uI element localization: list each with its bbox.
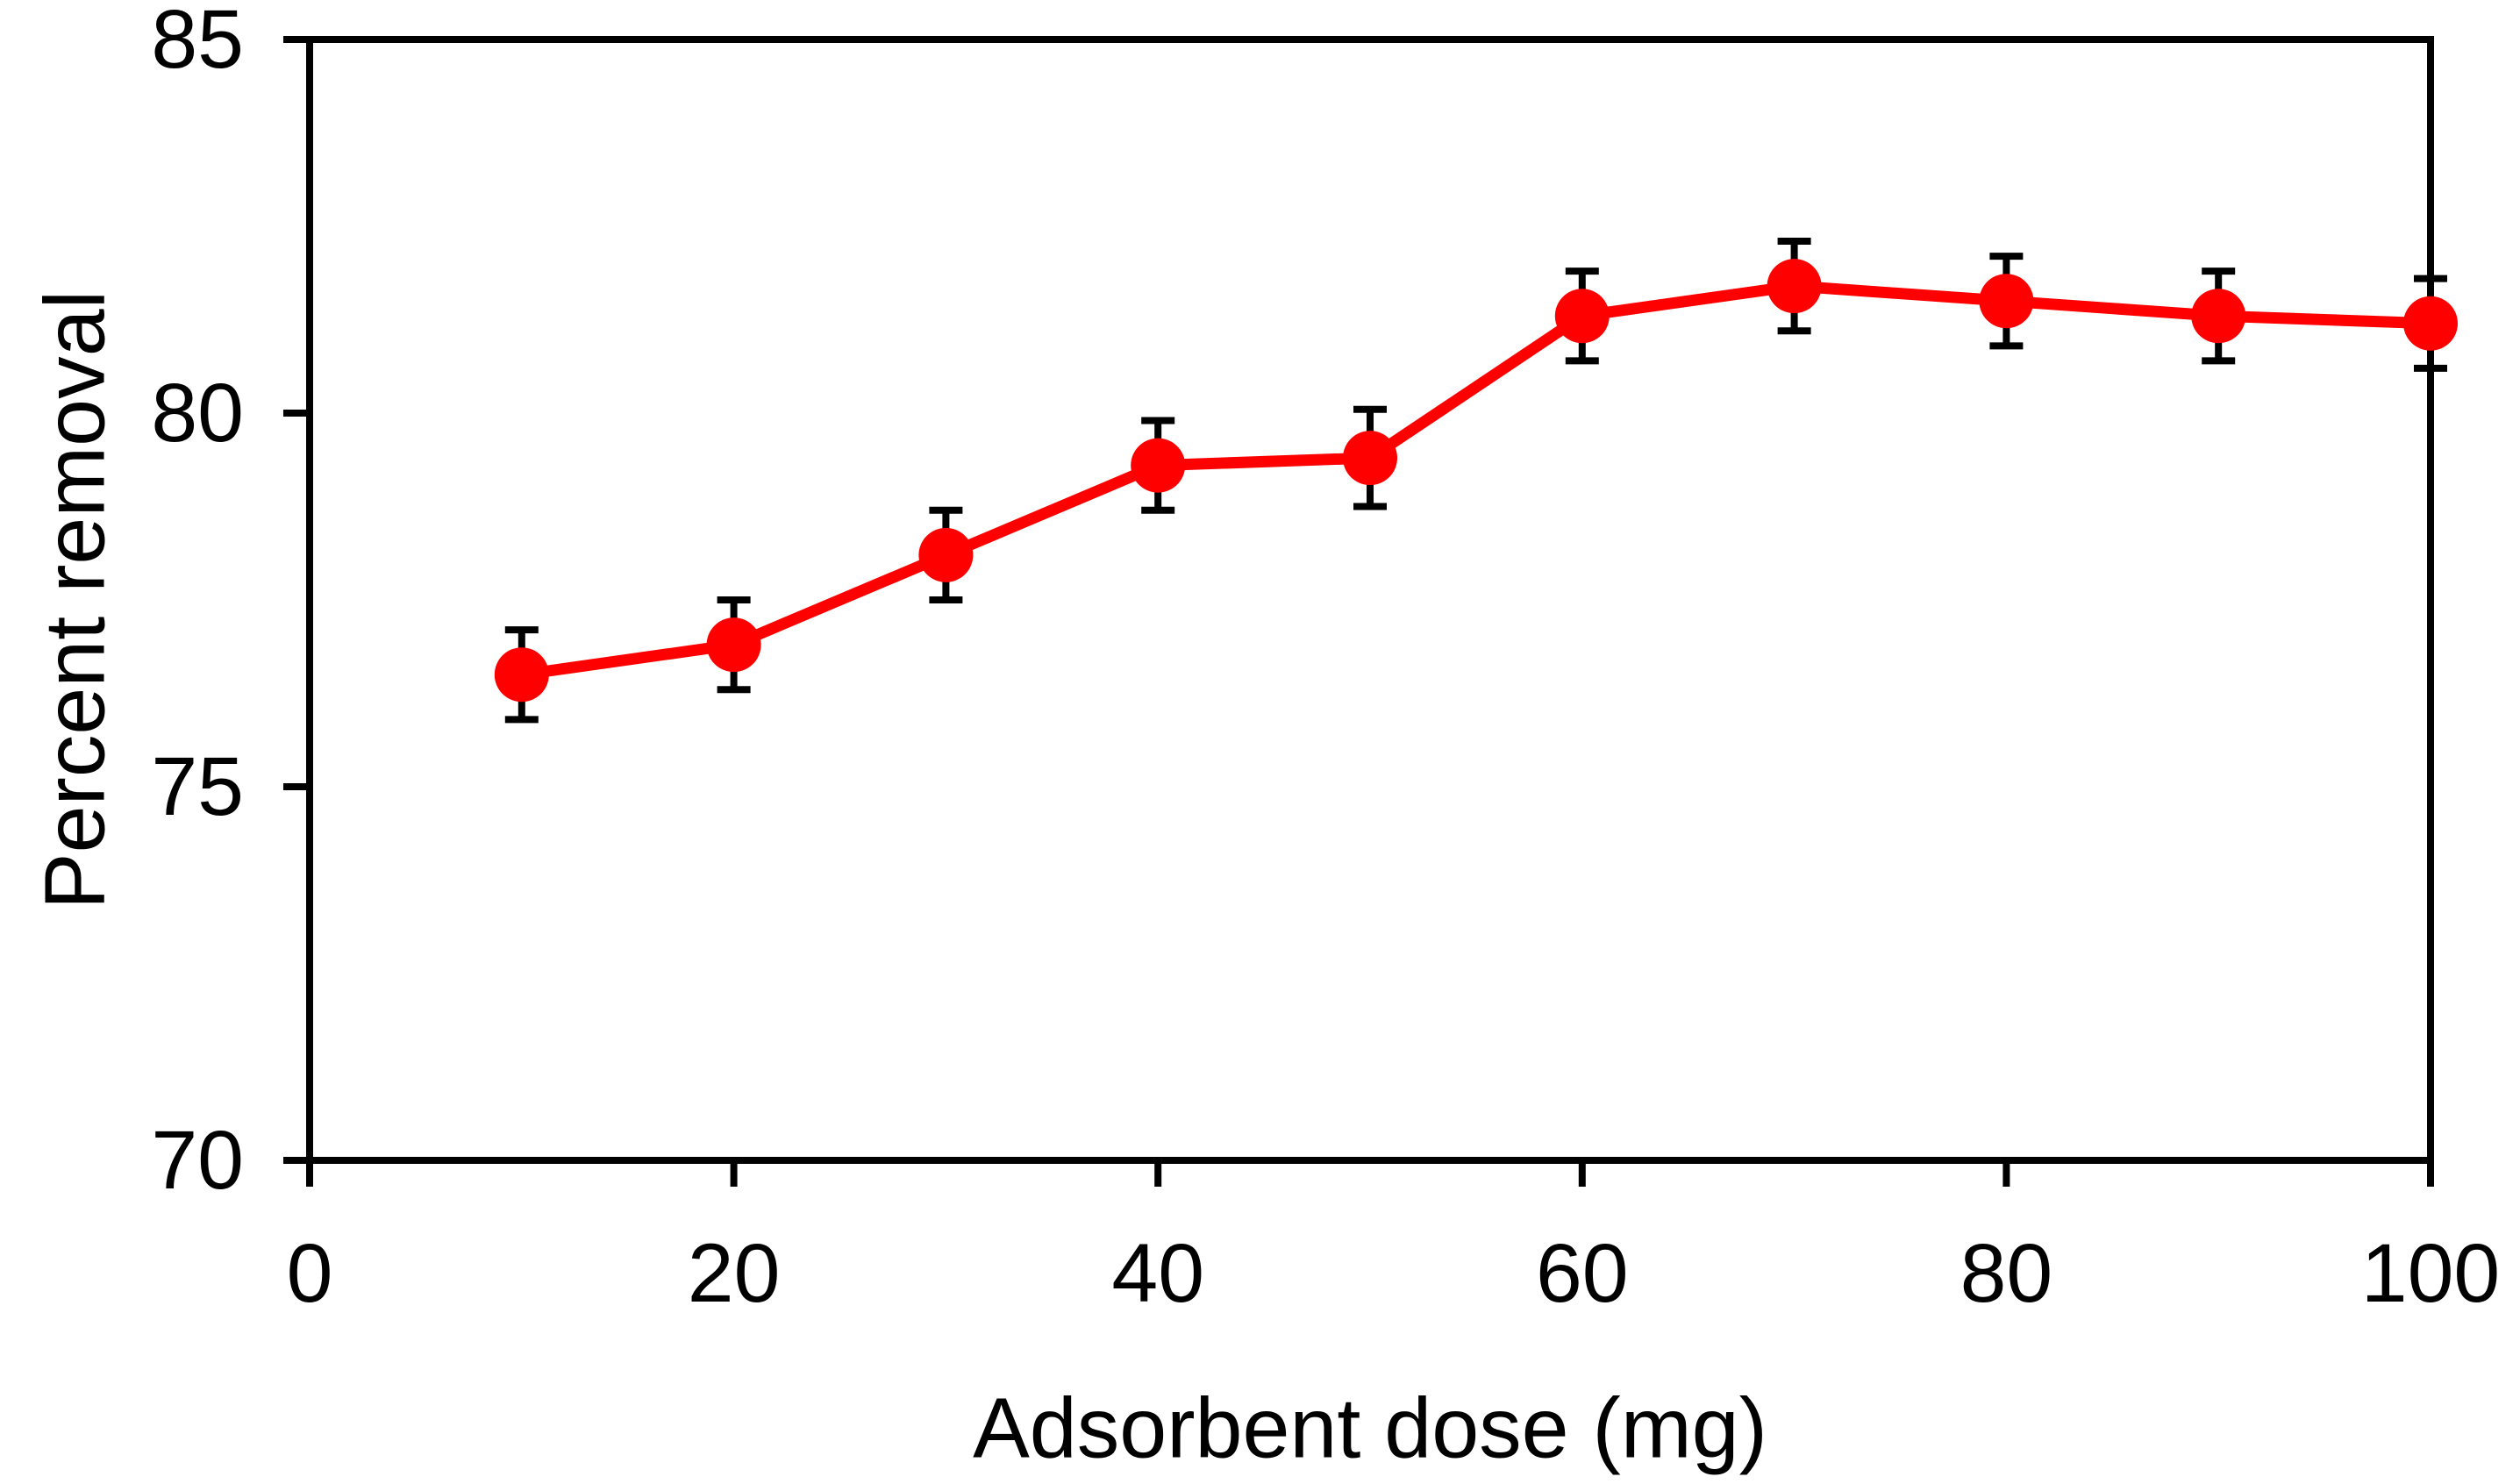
x-axis-tick-label: 40 xyxy=(1111,1227,1204,1320)
y-axis-title: Percent removal xyxy=(27,290,123,910)
data-point-marker xyxy=(918,527,974,582)
data-point-marker xyxy=(2403,296,2458,351)
plot-frame xyxy=(306,36,2434,1164)
data-point-marker xyxy=(494,647,549,703)
x-axis-tick-label: 20 xyxy=(688,1227,781,1320)
x-axis-tick-label: 80 xyxy=(1960,1227,2053,1320)
data-point-marker xyxy=(1979,274,2034,329)
y-axis-tick-label: 85 xyxy=(151,0,244,86)
data-point-marker xyxy=(1131,438,1186,493)
data-point-marker xyxy=(1343,431,1397,486)
data-point-marker xyxy=(2191,289,2246,344)
y-axis-tick-label: 75 xyxy=(151,740,244,833)
data-point-marker xyxy=(706,617,761,673)
data-point-marker xyxy=(1767,259,1822,314)
data-point-marker xyxy=(1554,289,1610,344)
y-axis-tick-label: 80 xyxy=(151,367,244,460)
x-axis-title: Adsorbent dose (mg) xyxy=(973,1381,1767,1476)
y-axis-tick-label: 70 xyxy=(151,1114,244,1207)
x-axis-tick-label: 0 xyxy=(287,1227,333,1320)
x-axis-tick-label: 60 xyxy=(1536,1227,1629,1320)
data-line xyxy=(516,280,2437,681)
x-axis-tick-label: 100 xyxy=(2361,1227,2501,1320)
